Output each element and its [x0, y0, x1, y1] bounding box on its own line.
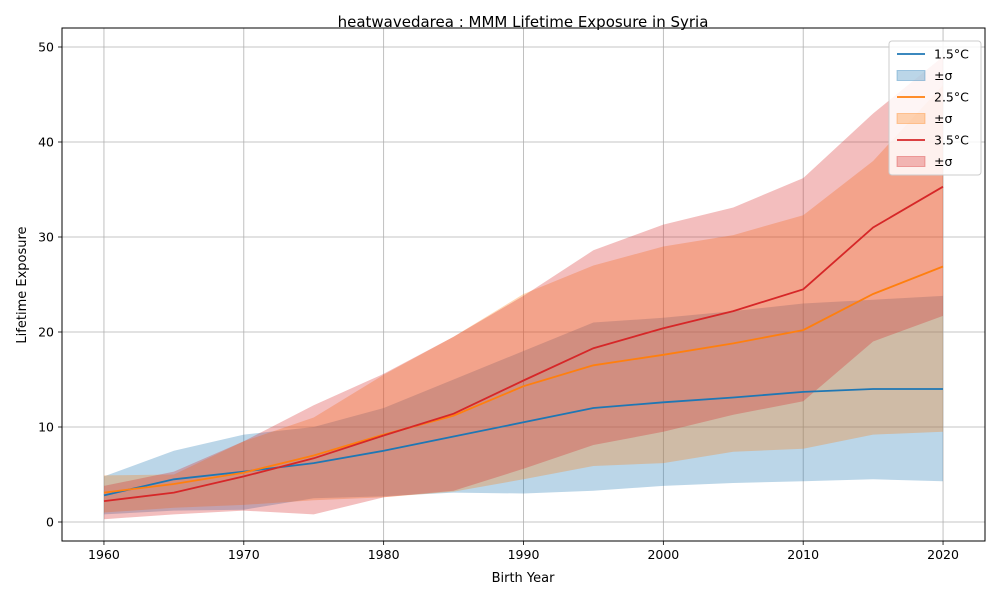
- x-tick-label: 1990: [508, 547, 540, 562]
- line-1.5°C: [103, 388, 943, 497]
- band-1.5°C: [104, 295, 943, 515]
- chart-title: heatwavedarea : MMM Lifetime Exposure in…: [338, 13, 709, 31]
- mean-lines: [103, 185, 944, 502]
- y-tick-label: 40: [38, 135, 54, 150]
- legend-band-marker: [896, 156, 926, 167]
- line-2.5°C: [103, 265, 944, 494]
- legend: 1.5°C ±σ 2.5°C ±σ 3.5°C ±σ: [888, 40, 982, 176]
- x-tick-label: 2000: [647, 547, 679, 562]
- legend-band-marker: [896, 70, 926, 81]
- legend-label: 2.5°C: [934, 90, 969, 105]
- x-tick-label: 1970: [228, 547, 260, 562]
- legend-label: ±σ: [934, 111, 952, 126]
- band-2.5°C: [104, 85, 943, 513]
- legend-label: 3.5°C: [934, 133, 969, 148]
- legend-band-marker: [896, 113, 926, 124]
- y-tick-label: 20: [38, 325, 54, 340]
- x-tick-label: 1980: [368, 547, 400, 562]
- legend-label: ±σ: [934, 154, 952, 169]
- legend-label: ±σ: [934, 68, 952, 83]
- y-tick-label: 50: [38, 40, 54, 55]
- band-3.5°C: [104, 56, 943, 520]
- uncertainty-bands: [104, 56, 943, 520]
- x-tick-label: 2020: [927, 547, 959, 562]
- legend-label: 1.5°C: [934, 47, 969, 62]
- y-axis-label: Lifetime Exposure: [15, 226, 30, 343]
- legend-box: [888, 40, 982, 176]
- y-tick-label: 0: [46, 515, 54, 530]
- y-tick-label: 10: [38, 420, 54, 435]
- line-3.5°C: [103, 185, 944, 502]
- x-tick-label: 2010: [787, 547, 819, 562]
- y-tick-label: 30: [38, 230, 54, 245]
- axis-ticks: 1960 1970 1980 1990 2000 2010 2020 0 10 20 30 40 50: [38, 40, 959, 563]
- grid: [62, 28, 985, 541]
- x-axis-label: Birth Year: [492, 571, 556, 586]
- x-tick-label: 1960: [88, 547, 120, 562]
